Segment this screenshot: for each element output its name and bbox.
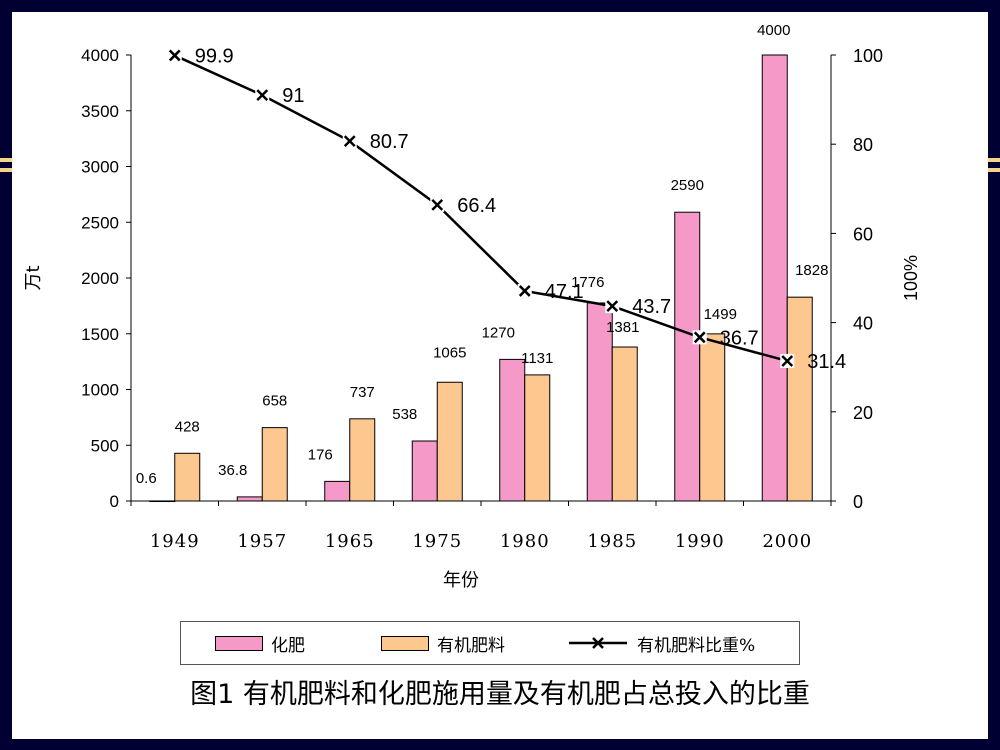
legend-swatch-ratio [569, 637, 627, 649]
line-marker [343, 135, 356, 147]
line-marker [168, 49, 181, 62]
slide: 0 500 1000 1500 2000 2500 3000 3500 4000 0 20 40 60 8… [12, 12, 988, 739]
bar-label-chemical: 0.6 [136, 470, 157, 487]
bar-chemical [499, 358, 526, 502]
bar-chemical [236, 496, 263, 502]
bar-label-chemical: 1270 [482, 324, 515, 341]
bar-chemical [149, 500, 176, 503]
x-category-label: 1985 [587, 531, 637, 552]
line-marker [693, 331, 706, 344]
decor-line-left-2 [0, 168, 12, 172]
right-tick-label: 0 [853, 492, 863, 512]
bar-label-organic: 428 [175, 418, 200, 435]
x-category-label: 1990 [675, 531, 725, 552]
legend-swatch-organic [381, 635, 429, 651]
bar-label-organic: 1065 [433, 344, 466, 361]
left-tick-label: 3500 [81, 102, 119, 121]
bar-organic [611, 346, 638, 502]
line-label: 47.1 [545, 281, 584, 303]
bar-organic [436, 381, 463, 502]
chart: 0 500 1000 1500 2000 2500 3000 3500 4000 0 20 40 60 8… [23, 22, 921, 591]
line-marker [431, 198, 444, 211]
decor-line-right-2 [988, 168, 1000, 172]
line-label: 36.7 [720, 327, 759, 349]
bar-label-organic: 1381 [606, 319, 639, 336]
legend-label-organic: 有机肥料 [437, 635, 505, 656]
x-category-label: 2000 [762, 531, 812, 552]
bar-organic [699, 333, 726, 502]
line-label: 99.9 [195, 45, 234, 67]
decor-line-left [0, 158, 12, 162]
left-tick-label: 4000 [81, 46, 119, 65]
left-tick-label: 1000 [81, 381, 119, 400]
bar-label-chemical: 2590 [671, 177, 704, 194]
legend-item-organic: 有机肥料 [381, 631, 505, 656]
right-tick-label: 40 [853, 314, 873, 334]
bar-chemical [761, 54, 788, 502]
legend-swatch-chemical [215, 635, 263, 651]
legend-label-chemical: 化肥 [271, 635, 305, 656]
bar-chemical [674, 211, 701, 502]
bar-label-chemical: 1776 [571, 274, 604, 291]
bar-label-organic: 737 [350, 384, 375, 401]
line-marker [256, 89, 269, 102]
y-left-axis-title: 万t [23, 265, 44, 290]
legend-item-ratio: 有机肥料比重% [567, 631, 756, 656]
bar-organic [349, 418, 376, 502]
bar-label-chemical: 4000 [757, 22, 790, 39]
x-axis-title: 年份 [443, 570, 479, 591]
x-category-label: 1965 [325, 531, 375, 552]
line-label: 80.7 [370, 131, 409, 153]
legend: 化肥 有机肥料 有机肥料比重% [180, 621, 800, 665]
left-tick-label: 2000 [81, 269, 119, 288]
line-ratio [174, 54, 788, 363]
bar-organic [786, 296, 813, 502]
line-label: 43.7 [632, 296, 671, 318]
x-category-label: 1980 [500, 531, 550, 552]
y-right-axis-title: 100% [901, 255, 921, 301]
bar-chemical [324, 480, 351, 502]
line-marker [518, 285, 531, 297]
line-label: 91 [282, 85, 304, 107]
legend-item-chemical: 化肥 [215, 631, 305, 656]
bar-label-chemical: 538 [392, 406, 417, 423]
right-tick-label: 100 [853, 46, 883, 66]
bar-chemical [411, 440, 438, 502]
line-marker [606, 300, 619, 312]
line-marker [781, 355, 794, 367]
bar-label-chemical: 176 [308, 446, 333, 463]
line-label: 66.4 [457, 195, 496, 217]
left-tick-label: 2500 [81, 213, 119, 232]
x-category-label: 1957 [237, 531, 287, 552]
right-tick-label: 80 [853, 135, 873, 155]
figure-caption: 图1 有机肥料和化肥施用量及有机肥占总投入的比重 [190, 679, 810, 710]
right-tick-label: 60 [853, 224, 873, 244]
left-tick-label: 500 [91, 436, 119, 455]
left-tick-label: 3000 [81, 158, 119, 177]
bar-label-organic: 1828 [795, 262, 828, 279]
bar-organic [524, 374, 551, 502]
bar-label-chemical: 36.8 [218, 462, 247, 479]
bar-label-organic: 1499 [704, 306, 737, 323]
bar-organic [174, 452, 201, 502]
x-category-label: 1949 [150, 531, 200, 552]
left-tick-label: 1500 [81, 325, 119, 344]
line-label: 31.4 [807, 351, 846, 373]
bar-organic [261, 427, 288, 502]
bar-label-organic: 1131 [521, 350, 553, 367]
legend-label-ratio: 有机肥料比重% [637, 635, 756, 656]
left-tick-label: 0 [110, 492, 119, 511]
decor-line-right [988, 158, 1000, 162]
right-tick-label: 20 [853, 403, 873, 423]
bar-label-organic: 658 [262, 393, 287, 410]
x-category-label: 1975 [412, 531, 462, 552]
